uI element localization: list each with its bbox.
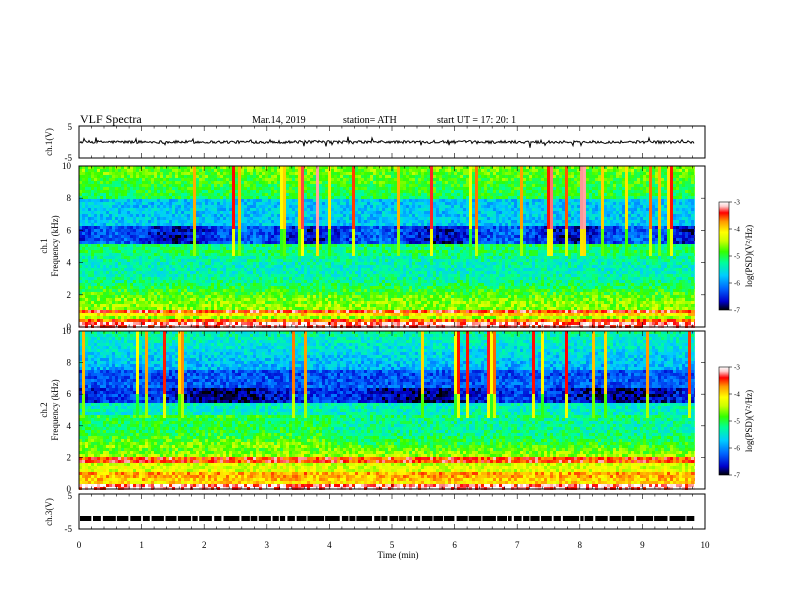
ch3-waveform-panel: 5 -5 ch.3(V) (44, 491, 705, 534)
ch2-spectrogram-image (79, 331, 695, 490)
ch1-frequency-ytick-8: 8 (67, 193, 72, 203)
x-tick-label-8: 8 (578, 540, 583, 550)
chart-title: VLF Spectra (80, 112, 142, 126)
ch1-spectrogram-channel-label: ch.1 (39, 238, 49, 253)
x-tick-label-1: 1 (139, 540, 144, 550)
ch2-colorbar-label: log(PSD)(V²/Hz) (744, 390, 754, 452)
ch2-frequency-ytick-2: 2 (67, 452, 72, 462)
x-tick-label-4: 4 (327, 540, 332, 550)
cb2ticks-tick--5: -5 (734, 418, 740, 426)
x-tick-label-7: 7 (515, 540, 520, 550)
ch1-frequency-ytick-4: 4 (67, 258, 72, 268)
cb2ticks-tick--7: -7 (734, 472, 740, 480)
ch1-spectrogram-image (79, 166, 695, 328)
ch2-colorbar: -3 -4 -5 -6 -7 log(PSD)(V²/Hz) (719, 364, 754, 480)
header-station: station= ATH (343, 115, 397, 126)
cb1ticks-tick--5: -5 (734, 253, 740, 261)
cb1ticks-tick--3: -3 (734, 199, 740, 207)
ch1-frequency-ytick-6: 6 (67, 225, 72, 235)
ch2-frequency-ytick-8: 8 (67, 358, 72, 368)
ch3-ytick-bottom: -5 (65, 524, 73, 534)
cb1ticks-tick--7: -7 (734, 307, 740, 315)
x-tick-label-3: 3 (265, 540, 270, 550)
cb1ticks-tick--6: -6 (734, 280, 740, 288)
ch1-waveform-panel: 5 -5 ch.1(V) (44, 122, 705, 163)
ch3-ytick-top: 5 (68, 491, 73, 501)
ch2-frequency-ytick-4: 4 (67, 421, 72, 431)
ch1-frequency-ytick-10: 10 (62, 161, 72, 171)
ch2-frequency-ylabel: Frequency (kHz) (50, 379, 60, 440)
header-date: Mar.14, 2019 (252, 115, 306, 126)
cb2ticks-tick--4: -4 (734, 391, 740, 399)
x-tick-label-5: 5 (390, 540, 395, 550)
x-tick-label-6: 6 (452, 540, 457, 550)
ch3-waveform-line (80, 516, 694, 521)
header-start-ut: start UT = 17: 20: 1 (437, 115, 516, 126)
ch1-waveform-ylabel: ch.1(V) (44, 128, 54, 156)
ch1-frequency-ytick-2: 2 (67, 290, 72, 300)
x-tick-label-0: 0 (77, 540, 82, 550)
cb2ticks-tick--6: -6 (734, 445, 740, 453)
cb1ticks-tick--4: -4 (734, 226, 740, 234)
ch2-spectrogram-channel-label: ch.2 (39, 402, 49, 417)
ch1-frequency-ylabel: Frequency (kHz) (50, 215, 60, 276)
ch3-waveform-ylabel: ch.3(V) (44, 498, 54, 526)
cb2ticks-tick--3: -3 (734, 364, 740, 372)
ch2-frequency-ytick-6: 6 (67, 389, 72, 399)
ch1-colorbar-label: log(PSD)(V²/Hz) (744, 225, 754, 287)
x-tick-label-10: 10 (701, 540, 711, 550)
ch1-colorbar: -3 -4 -5 -6 -7 log(PSD)(V²/Hz) (719, 199, 754, 315)
x-tick-label-2: 2 (202, 540, 207, 550)
x-tick-label-9: 9 (640, 540, 645, 550)
x-axis-label: Time (min) (378, 550, 419, 560)
x-axis-tick-labels: 0 1 2 3 4 5 6 7 8 9 10 (77, 540, 710, 550)
ch1-ytick-top: 5 (68, 122, 73, 132)
ch2-frequency-ytick-10: 10 (62, 326, 72, 336)
